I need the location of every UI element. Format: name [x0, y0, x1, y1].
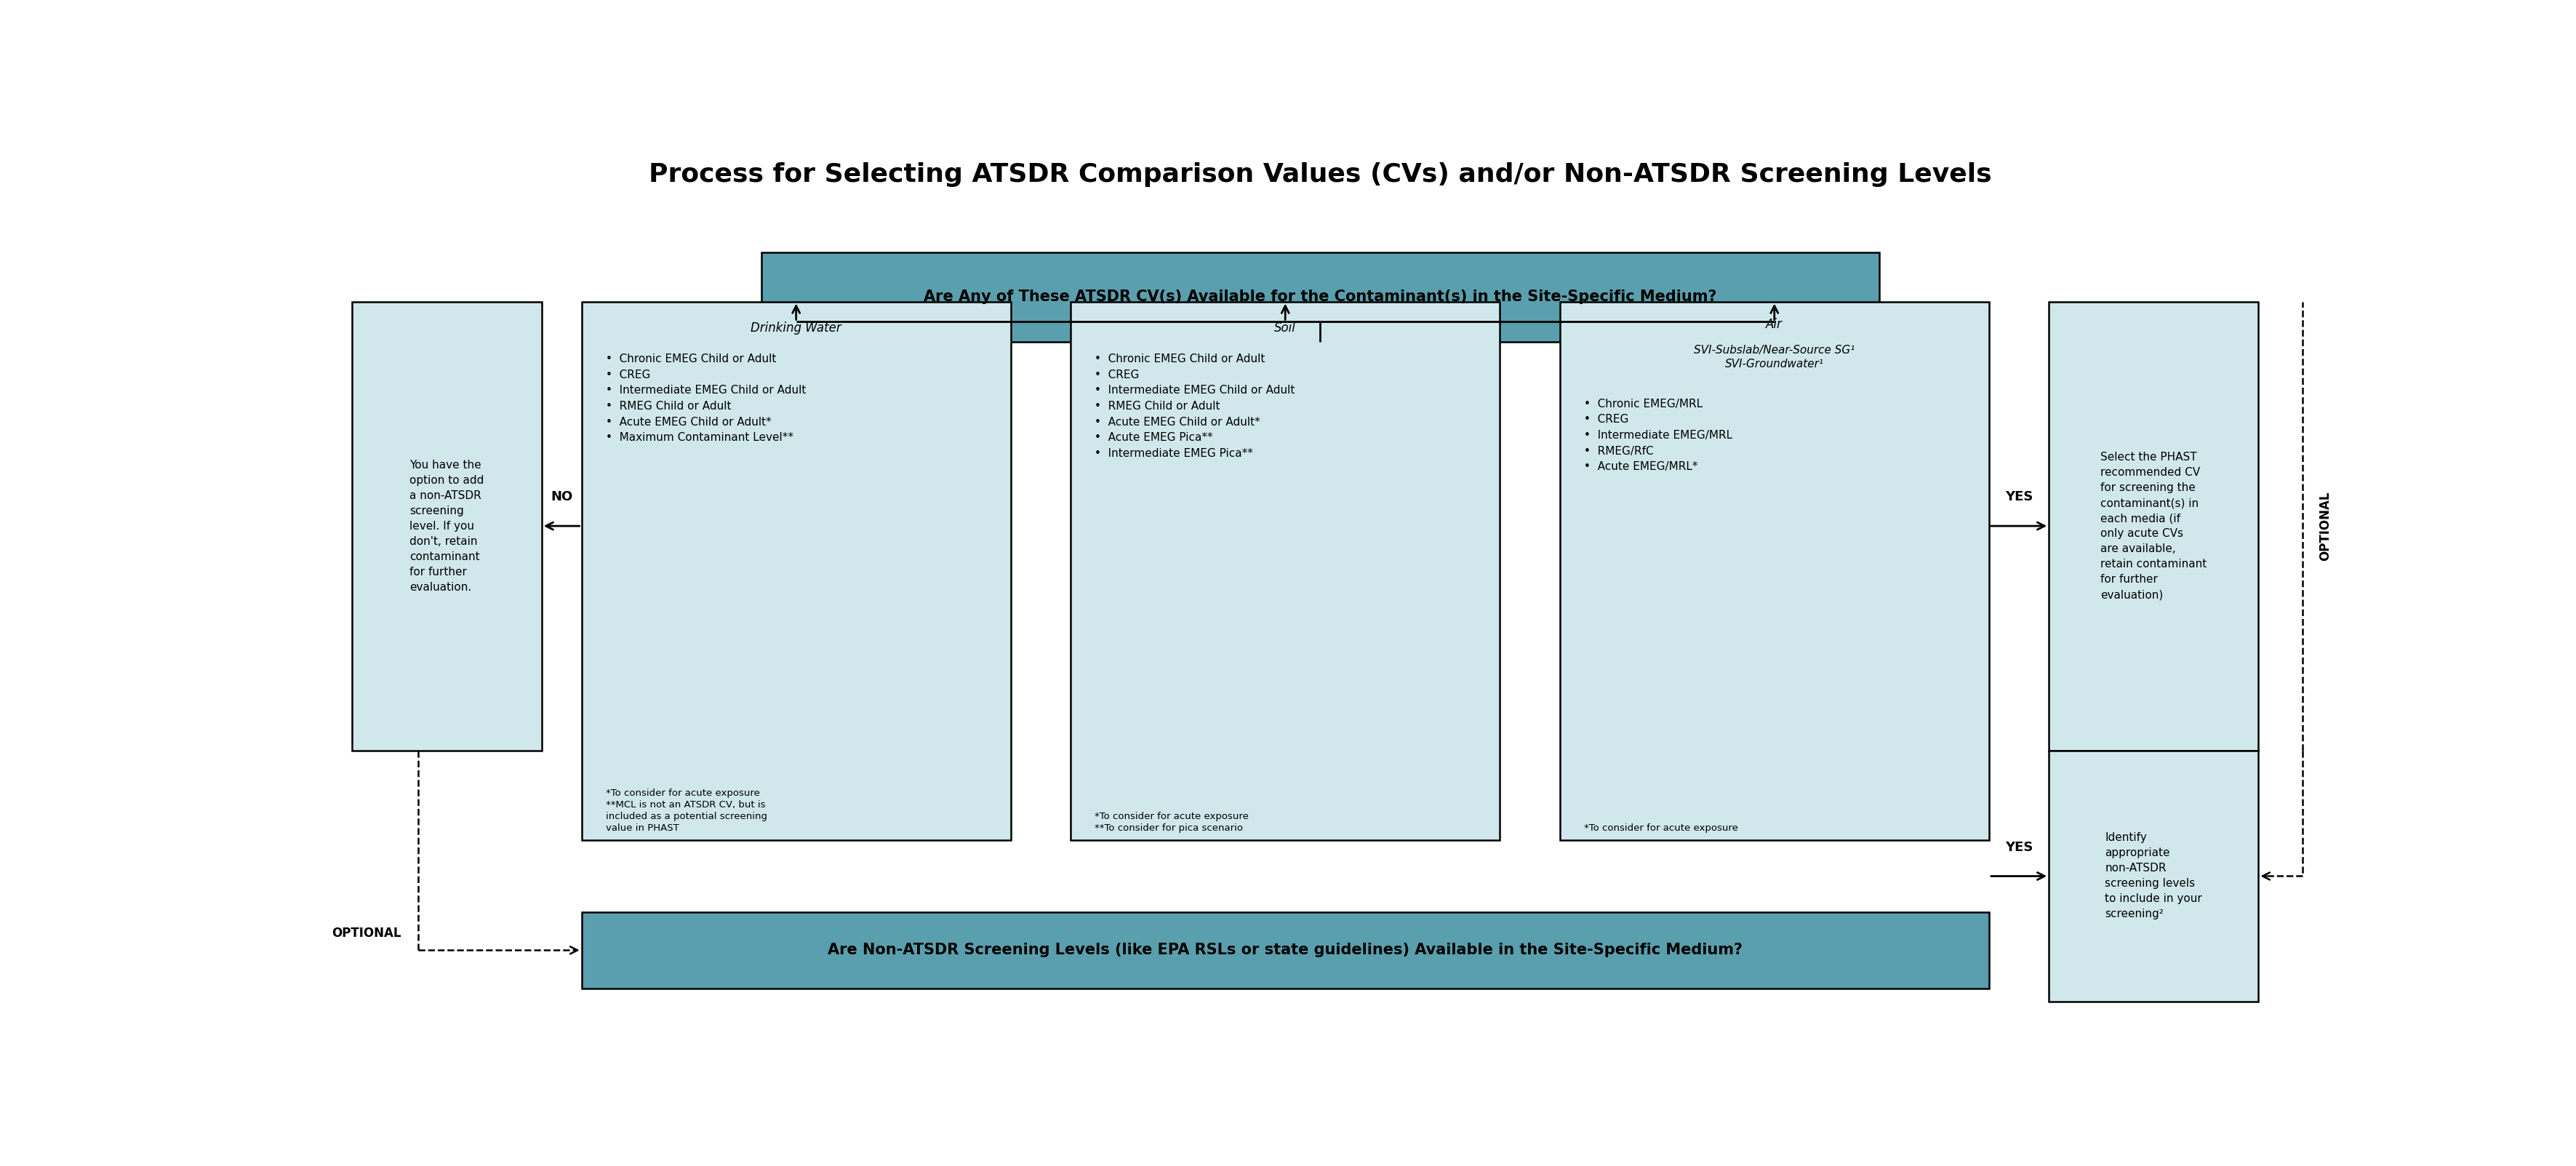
Text: *To consider for acute exposure: *To consider for acute exposure — [1584, 823, 1739, 833]
Text: You have the
option to add
a non-ATSDR
screening
level. If you
don't, retain
con: You have the option to add a non-ATSDR s… — [410, 459, 484, 592]
Text: YES: YES — [2004, 841, 2032, 854]
Text: OPTIONAL: OPTIONAL — [332, 926, 402, 940]
Text: Are Any of These ATSDR CV(s) Available for the Contaminant(s) in the Site-Specif: Are Any of These ATSDR CV(s) Available f… — [925, 290, 1716, 304]
Text: Soil: Soil — [1275, 322, 1296, 335]
FancyBboxPatch shape — [1558, 302, 1989, 841]
FancyBboxPatch shape — [353, 302, 541, 751]
FancyBboxPatch shape — [2048, 302, 2259, 751]
Text: •  Chronic EMEG Child or Adult
•  CREG
•  Intermediate EMEG Child or Adult
•  RM: • Chronic EMEG Child or Adult • CREG • I… — [1095, 353, 1296, 458]
Text: SVI-Subslab/Near-Source SG¹
SVI-Groundwater¹: SVI-Subslab/Near-Source SG¹ SVI-Groundwa… — [1695, 345, 1855, 370]
Text: *To consider for acute exposure
**MCL is not an ATSDR CV, but is
included as a p: *To consider for acute exposure **MCL is… — [605, 788, 768, 833]
FancyBboxPatch shape — [582, 302, 1010, 841]
Text: •  Chronic EMEG Child or Adult
•  CREG
•  Intermediate EMEG Child or Adult
•  RM: • Chronic EMEG Child or Adult • CREG • I… — [605, 353, 806, 443]
Text: NO: NO — [551, 491, 572, 504]
FancyBboxPatch shape — [2048, 751, 2259, 1002]
Text: Air: Air — [1767, 317, 1783, 331]
Text: Select the PHAST
recommended CV
for screening the
contaminant(s) in
each media (: Select the PHAST recommended CV for scre… — [2099, 451, 2208, 600]
Text: YES: YES — [2004, 491, 2032, 504]
Text: Drinking Water: Drinking Water — [750, 322, 842, 335]
Text: Are Non-ATSDR Screening Levels (like EPA RSLs or state guidelines) Available in : Are Non-ATSDR Screening Levels (like EPA… — [827, 943, 1744, 957]
Text: Process for Selecting ATSDR Comparison Values (CVs) and/or Non-ATSDR Screening L: Process for Selecting ATSDR Comparison V… — [649, 162, 1991, 187]
FancyBboxPatch shape — [1072, 302, 1499, 841]
FancyBboxPatch shape — [582, 912, 1989, 989]
FancyBboxPatch shape — [762, 252, 1880, 342]
Text: Identify
appropriate
non-ATSDR
screening levels
to include in your
screening²: Identify appropriate non-ATSDR screening… — [2105, 833, 2202, 920]
Text: OPTIONAL: OPTIONAL — [2318, 491, 2331, 561]
Text: *To consider for acute exposure
**To consider for pica scenario: *To consider for acute exposure **To con… — [1095, 812, 1249, 833]
Text: •  Chronic EMEG/MRL
•  CREG
•  Intermediate EMEG/MRL
•  RMEG/RfC
•  Acute EMEG/M: • Chronic EMEG/MRL • CREG • Intermediate… — [1584, 399, 1731, 472]
